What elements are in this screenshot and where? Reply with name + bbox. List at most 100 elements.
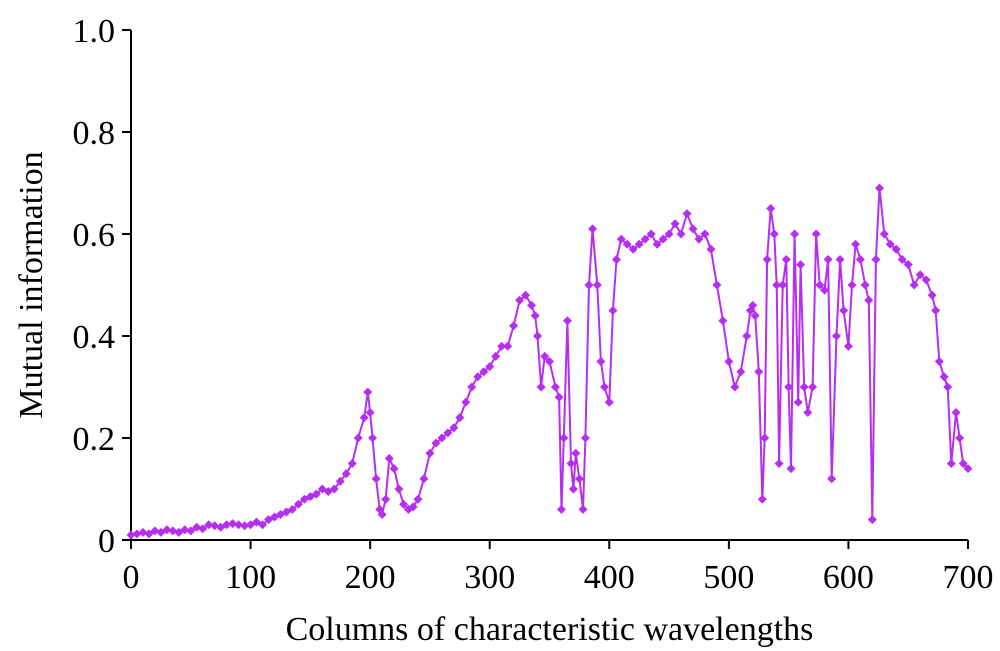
data-point-marker [790, 229, 800, 239]
data-point-marker [449, 423, 459, 433]
data-point-marker [596, 357, 606, 366]
data-point-marker [530, 311, 540, 321]
data-point-marker [839, 306, 849, 315]
data-point-marker [408, 502, 418, 512]
y-axis-ticks: 0 0.2 0.4 0.6 0.8 1.0 [73, 13, 131, 560]
data-point-marker [144, 529, 154, 539]
data-point-marker [827, 474, 837, 484]
data-point-marker [399, 499, 409, 509]
data-point-marker [198, 524, 208, 534]
data-point-marker [724, 357, 734, 366]
data-point-marker [394, 484, 404, 494]
x-axis-title: Columns of characteristic wavelengths [286, 611, 814, 648]
data-point-marker [835, 255, 845, 264]
data-point-marker [851, 239, 861, 249]
data-point-marker [126, 530, 136, 540]
data-point-marker [955, 433, 965, 443]
data-point-marker [799, 382, 809, 392]
data-point-marker [748, 300, 758, 310]
data-point-marker [611, 255, 621, 264]
data-point-marker [533, 331, 543, 341]
data-point-marker [628, 244, 638, 254]
data-point-marker [688, 224, 698, 234]
data-point-marker [228, 519, 238, 529]
data-point-marker [694, 234, 704, 244]
data-point-marker [509, 321, 519, 331]
data-point-marker [718, 316, 728, 326]
data-point-marker [820, 285, 830, 295]
data-point-marker [431, 438, 441, 448]
data-point-marker [311, 489, 321, 499]
data-point-marker [592, 280, 602, 290]
data-point-marker [730, 382, 740, 392]
x-tick-label: 700 [943, 559, 994, 596]
data-point-marker [754, 367, 764, 377]
data-point-marker [808, 382, 818, 392]
data-point-marker [503, 341, 513, 351]
data-point-marker [664, 229, 674, 239]
x-tick-label: 300 [464, 559, 515, 596]
data-point-marker [927, 290, 937, 300]
data-point-marker [329, 484, 339, 494]
data-point-marker [497, 341, 507, 351]
data-point-marker [568, 484, 578, 494]
data-point-marker [939, 372, 949, 382]
data-point-marker [580, 433, 590, 443]
x-tick-label: 200 [345, 559, 396, 596]
data-point-marker [550, 382, 560, 392]
data-point-marker [811, 229, 821, 239]
data-point-marker [676, 229, 686, 239]
y-tick-label: 0.6 [73, 217, 116, 254]
y-tick-label: 0.2 [73, 421, 116, 458]
data-point-marker [670, 219, 680, 229]
data-point-marker [377, 510, 387, 519]
data-point-marker [891, 244, 901, 254]
data-point-marker [750, 311, 760, 321]
data-point-marker [915, 270, 925, 280]
data-point-marker [335, 476, 345, 486]
data-point-marker [437, 433, 447, 443]
data-point-marker [240, 521, 250, 531]
data-point-marker [515, 295, 525, 305]
data-point-marker [640, 234, 650, 244]
data-point-marker [180, 525, 190, 535]
data-point-marker [578, 504, 588, 514]
y-axis-title: Mutual information [13, 151, 50, 418]
data-point-marker [934, 357, 944, 366]
data-point-marker [951, 408, 961, 417]
data-point-marker [527, 300, 537, 310]
data-point-marker [571, 448, 581, 458]
y-tick-label: 0.8 [73, 115, 116, 152]
data-point-marker [425, 448, 435, 458]
data-point-marker [897, 255, 907, 264]
data-point-marker [793, 397, 803, 407]
data-point-marker [545, 357, 554, 366]
y-tick-label: 0.4 [73, 319, 116, 356]
x-tick-label: 600 [823, 559, 874, 596]
data-point-marker [461, 397, 471, 407]
data-point-marker [588, 224, 598, 234]
data-point-marker [473, 372, 483, 382]
series-layer [126, 183, 973, 540]
y-tick-label: 1.0 [73, 13, 116, 50]
data-point-marker [712, 280, 722, 290]
data-point-marker [584, 280, 594, 290]
x-tick-label: 400 [584, 559, 635, 596]
data-point-marker [646, 229, 656, 239]
data-point-marker [958, 459, 968, 468]
data-point-marker [559, 433, 569, 443]
data-point-marker [467, 382, 477, 392]
data-point-marker [815, 280, 825, 290]
data-point-marker [736, 367, 746, 377]
data-point-marker [616, 234, 626, 244]
data-point-marker [757, 494, 767, 504]
data-point-marker [909, 280, 919, 290]
data-point-marker [903, 260, 913, 270]
data-point-marker [867, 515, 877, 525]
data-point-marker [622, 239, 632, 249]
data-point-marker [234, 520, 244, 530]
data-point-marker [365, 408, 375, 417]
data-point-marker [389, 464, 399, 474]
data-point-marker [479, 367, 489, 377]
data-point-marker [600, 382, 610, 392]
